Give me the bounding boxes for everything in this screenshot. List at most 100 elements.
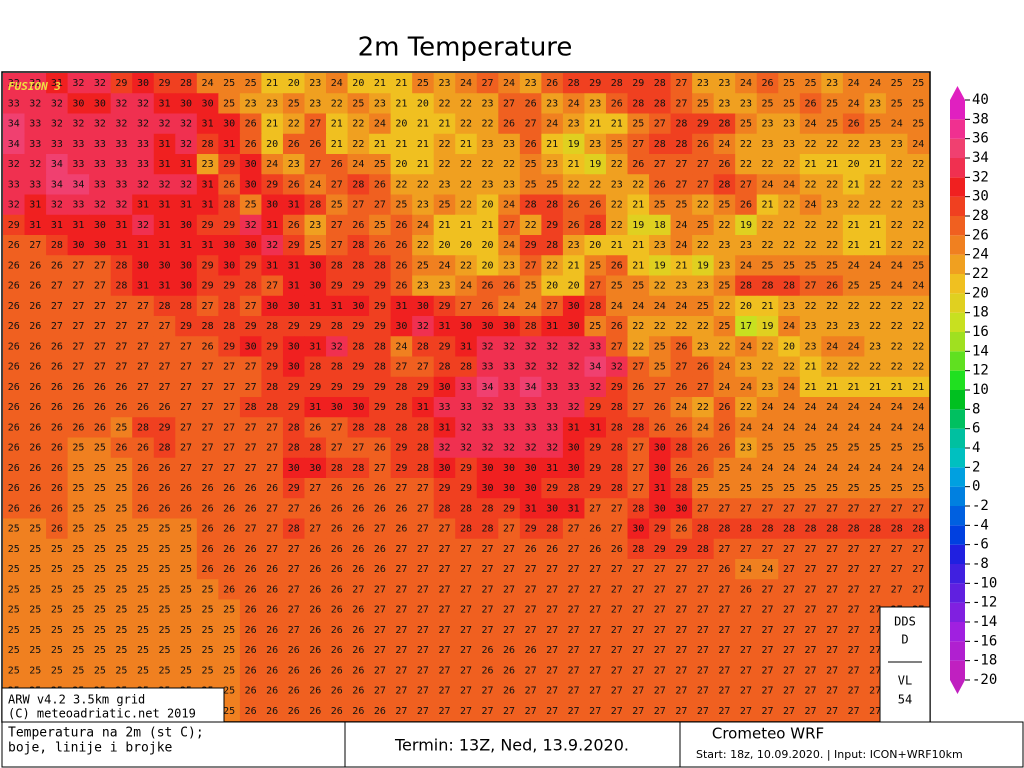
temperature-cell — [670, 174, 693, 195]
temperature-label: 21 — [331, 139, 343, 150]
temperature-cell — [756, 214, 779, 236]
temperature-cell — [670, 235, 693, 256]
temperature-cell — [842, 93, 865, 114]
temperature-label: 29 — [352, 281, 364, 292]
temperature-cell — [369, 235, 392, 256]
temperature-cell — [433, 133, 456, 155]
temperature-label: 32 — [8, 200, 20, 211]
temperature-label: 27 — [740, 625, 752, 636]
temperature-label: 33 — [29, 179, 41, 190]
temperature-label: 27 — [115, 321, 127, 332]
temperature-cell — [670, 295, 693, 317]
temperature-cell — [713, 255, 736, 276]
temperature-cell — [605, 235, 629, 256]
temperature-label: 25 — [869, 281, 881, 292]
temperature-cell — [907, 235, 930, 256]
temperature-label: 27 — [266, 544, 278, 555]
temperature-label: 27 — [568, 544, 580, 555]
temperature-label: 29 — [417, 382, 429, 393]
temperature-label: 27 — [525, 665, 537, 676]
temperature-cell — [239, 174, 262, 195]
temperature-label: 25 — [740, 483, 752, 494]
temperature-label: 28 — [158, 443, 170, 454]
temperature-label: 33 — [568, 382, 580, 393]
temperature-label: 22 — [632, 341, 644, 352]
temperature-label: 28 — [783, 281, 795, 292]
temperature-cell — [433, 295, 456, 317]
temperature-cell — [24, 255, 47, 276]
temperature-label: 27 — [180, 362, 192, 373]
temperature-label: 31 — [137, 281, 149, 292]
temperature-label: 24 — [912, 422, 924, 433]
temperature-cell — [907, 73, 930, 94]
temperature-label: 32 — [51, 200, 63, 211]
temperature-label: 25 — [51, 564, 63, 575]
temperature-label: 25 — [783, 98, 795, 109]
temperature-cell — [476, 93, 499, 114]
temperature-label: 24 — [783, 321, 795, 332]
temperature-cell — [153, 113, 176, 135]
colorbar-label: 18 — [972, 305, 989, 321]
temperature-label: 27 — [395, 625, 407, 636]
temperature-cell — [347, 93, 370, 114]
temperature-label: 27 — [632, 605, 644, 616]
temperature-label: 27 — [374, 463, 386, 474]
temperature-label: 26 — [202, 524, 214, 535]
temperature-label: 22 — [718, 341, 730, 352]
temperature-cell — [153, 295, 176, 317]
temperature-cell — [218, 255, 241, 276]
temperature-label: 30 — [180, 98, 192, 109]
temperature-cell — [864, 194, 887, 216]
temperature-label: 27 — [374, 200, 386, 211]
temperature-label: 22 — [740, 402, 752, 413]
temperature-label: 31 — [309, 402, 321, 413]
temperature-label: 25 — [72, 443, 84, 454]
temperature-cell — [627, 154, 650, 175]
temperature-label: 26 — [740, 584, 752, 595]
temperature-label: 22 — [740, 159, 752, 170]
temperature-label: 28 — [288, 524, 300, 535]
temperature-cell — [326, 154, 349, 175]
temperature-label: 31 — [158, 240, 170, 251]
temperature-label: 22 — [718, 220, 730, 231]
temperature-label: 27 — [826, 564, 838, 575]
temperature-label: 28 — [611, 443, 623, 454]
temperature-label: 27 — [223, 422, 235, 433]
temperature-label: 23 — [740, 443, 752, 454]
temperature-cell — [498, 255, 521, 276]
temperature-label: 27 — [525, 584, 537, 595]
temperature-label: 29 — [654, 544, 666, 555]
temperature-cell — [153, 194, 176, 216]
temperature-label: 27 — [72, 301, 84, 312]
temperature-cell — [498, 194, 521, 216]
temperature-label: 29 — [632, 78, 644, 89]
temperature-label: 29 — [266, 362, 278, 373]
temperature-label: 25 — [72, 463, 84, 474]
temperature-label: 27 — [395, 564, 407, 575]
colorbar-label: 22 — [972, 266, 989, 282]
temperature-label: 28 — [632, 422, 644, 433]
temperature-label: 30 — [223, 260, 235, 271]
station-line: DDS — [894, 615, 916, 629]
temperature-label: 30 — [632, 524, 644, 535]
temperature-cell — [735, 154, 758, 175]
temperature-label: 27 — [675, 645, 687, 656]
temperature-label: 25 — [654, 362, 666, 373]
temperature-cell — [261, 154, 284, 175]
temperature-label: 18 — [654, 220, 666, 231]
temperature-label: 25 — [72, 524, 84, 535]
temperature-label: 26 — [223, 483, 235, 494]
temperature-label: 23 — [589, 98, 601, 109]
temperature-label: 25 — [783, 483, 795, 494]
temperature-cell — [326, 295, 349, 317]
temperature-cell — [304, 113, 327, 135]
temperature-label: 29 — [374, 382, 386, 393]
temperature-label: 33 — [525, 422, 537, 433]
colorbar-label: -16 — [972, 633, 997, 649]
temperature-label: 26 — [675, 382, 687, 393]
temperature-label: 24 — [869, 78, 881, 89]
temperature-label: 30 — [94, 240, 106, 251]
temperature-cell — [369, 295, 392, 317]
temperature-label: 26 — [848, 119, 860, 130]
temperature-label: 34 — [8, 119, 20, 130]
